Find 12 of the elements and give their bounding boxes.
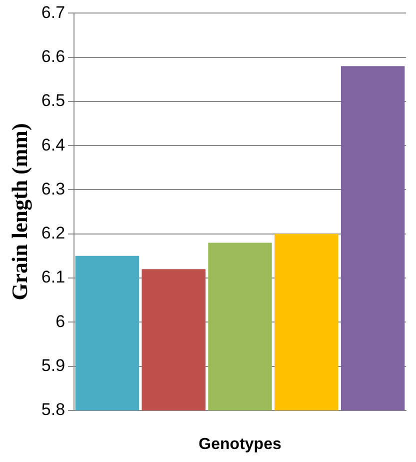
y-tick-label: 5.9 xyxy=(41,356,66,375)
y-tick-label: 6 xyxy=(56,312,66,331)
y-tick-label: 6.7 xyxy=(41,2,66,22)
y-tick-label: 5.8 xyxy=(41,400,66,420)
y-tick-label: 6.4 xyxy=(41,135,66,154)
y-tick-label: 6.6 xyxy=(41,47,66,66)
y-tick-label: 6.3 xyxy=(41,179,66,198)
y-tick-label: 6.2 xyxy=(41,224,66,243)
y-axis-title: Grain length (mm) xyxy=(6,123,32,300)
y-tick-label: 6.5 xyxy=(41,91,66,110)
x-axis-title: Genotypes xyxy=(198,436,282,453)
y-tick-label: 6.1 xyxy=(41,268,66,287)
